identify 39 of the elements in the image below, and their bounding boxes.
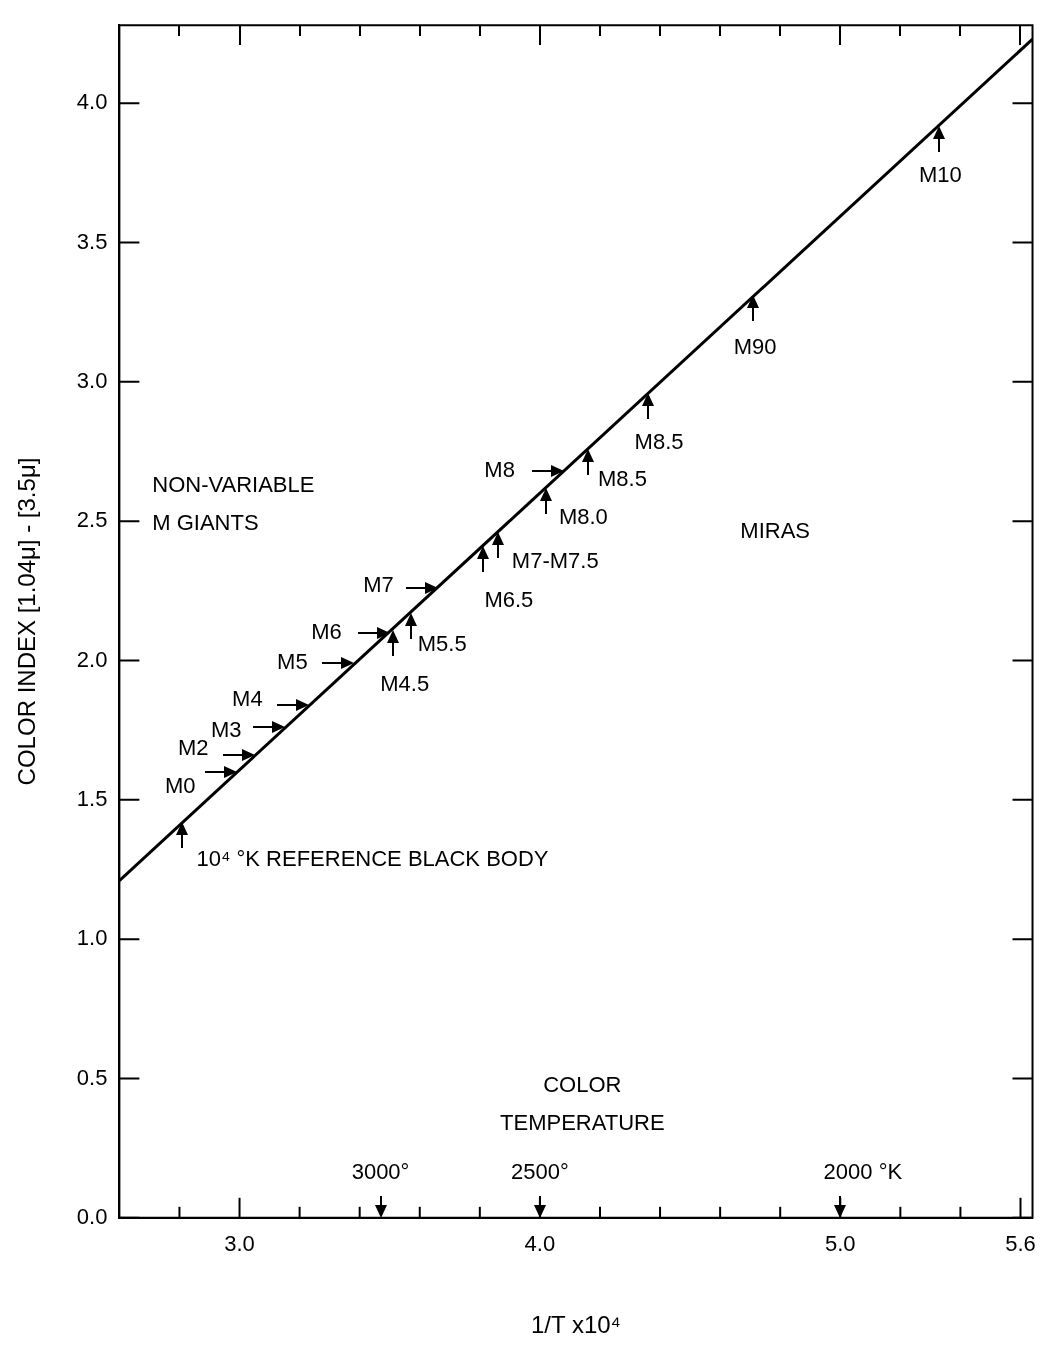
annotation: M3 [211, 717, 242, 743]
y-tick-label: 3.0 [76, 367, 108, 393]
annotation: 10⁴ °K REFERENCE BLACK BODY [196, 846, 549, 872]
annotation: M4 [232, 686, 263, 712]
annotation: 3000° [351, 1158, 410, 1184]
annotation: M7 [363, 572, 394, 598]
annotation: M7-M7.5 [511, 548, 599, 574]
annotation: M2 [177, 735, 209, 761]
annotation: M8.0 [558, 503, 608, 529]
y-tick-label: 1.5 [76, 785, 108, 811]
annotation: M5.5 [417, 631, 467, 657]
annotation: M8.5 [597, 465, 647, 491]
y-tick-label: 1.0 [76, 925, 108, 951]
x-tick-label: 5.6 [1005, 1231, 1036, 1257]
annotation: COLOR TEMPERATURE [500, 1072, 665, 1136]
annotation: M5 [277, 649, 308, 675]
annotation: 2000 °K [823, 1158, 903, 1184]
y-tick-label: 2.0 [76, 646, 108, 672]
annotation: M6 [311, 618, 342, 644]
annotation: M0 [164, 773, 196, 799]
annotation: M10 [919, 161, 962, 187]
y-tick-label: 4.0 [76, 89, 108, 115]
y-tick-label: 0.5 [76, 1064, 108, 1090]
y-tick-label: 0.0 [76, 1203, 108, 1229]
annotation: M90 [733, 333, 777, 359]
annotation: M8 [484, 457, 515, 483]
annotation: M6.5 [484, 587, 534, 613]
annotation: 2500° [511, 1158, 569, 1184]
annotation: MIRAS [740, 517, 810, 543]
annotation: NON-VARIABLE M GIANTS [152, 472, 315, 536]
y-tick-label: 2.5 [76, 507, 108, 533]
x-axis-title: 1/T x10⁴ [530, 1311, 621, 1339]
x-tick-label: 5.0 [824, 1231, 856, 1257]
annotation: M4.5 [380, 670, 430, 696]
y-axis-title: COLOR INDEX [1.04μ] - [3.5μ] [13, 457, 41, 786]
x-tick-label: 4.0 [524, 1231, 556, 1257]
x-tick-label: 3.0 [224, 1231, 255, 1257]
annotation: M8.5 [634, 429, 684, 455]
y-tick-label: 3.5 [76, 228, 108, 254]
